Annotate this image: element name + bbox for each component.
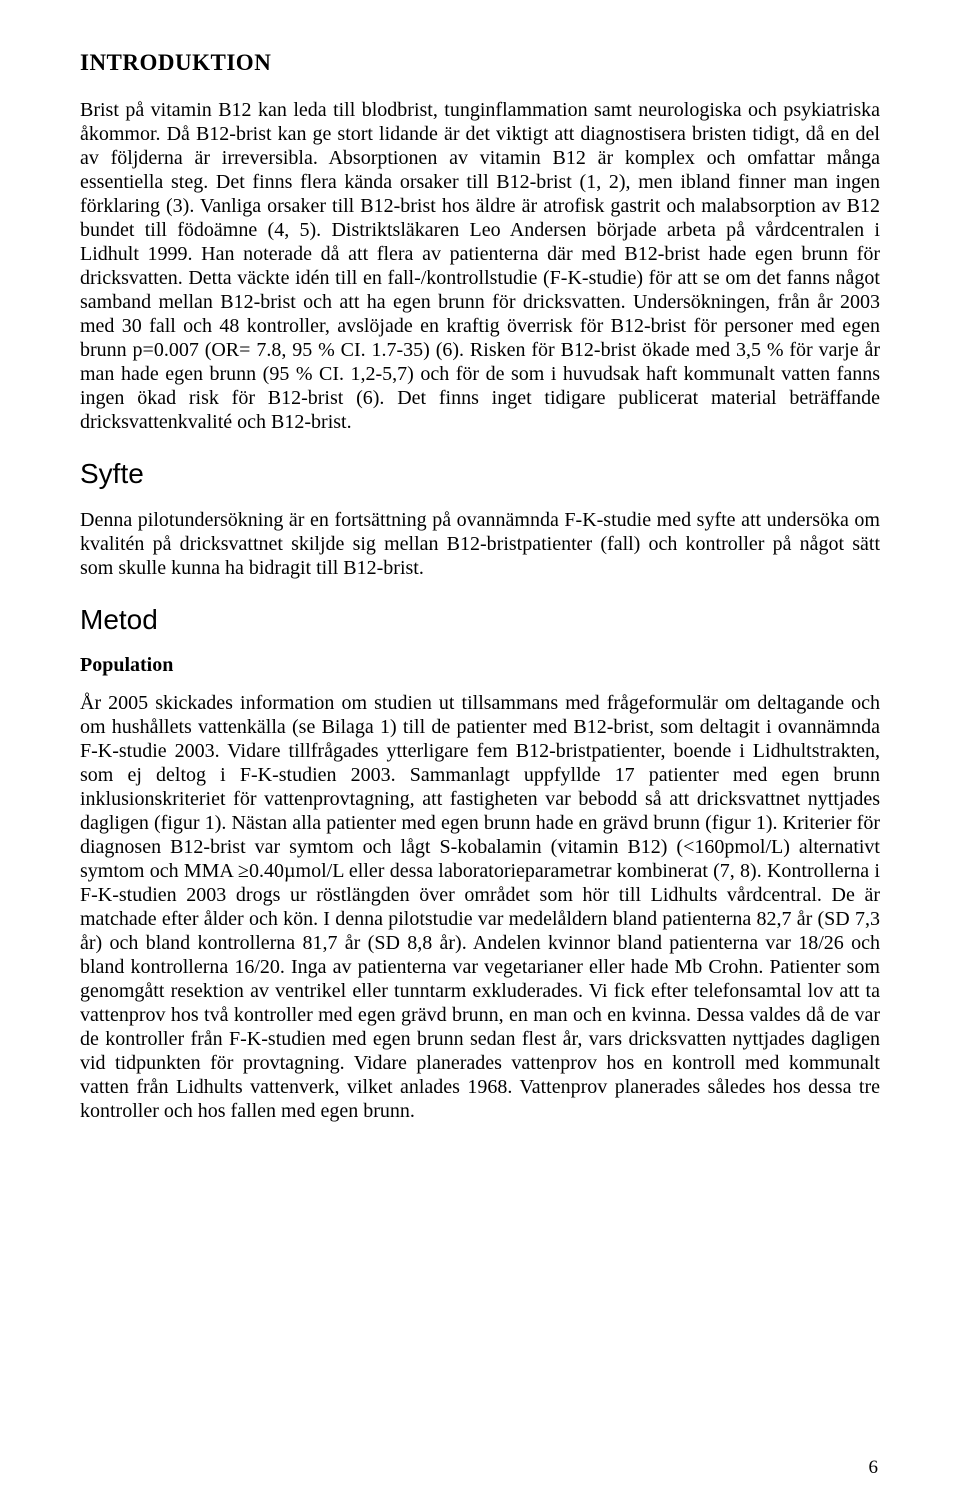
document-page: INTRODUKTION Brist på vitamin B12 kan le…: [0, 0, 960, 1509]
paragraph-introduction: Brist på vitamin B12 kan leda till blodb…: [80, 98, 880, 434]
subheading-population: Population: [80, 654, 880, 677]
paragraph-population: År 2005 skickades information om studien…: [80, 691, 880, 1123]
page-number: 6: [869, 1457, 879, 1479]
heading-syfte: Syfte: [80, 458, 880, 490]
heading-metod: Metod: [80, 604, 880, 636]
heading-introduction: INTRODUKTION: [80, 50, 880, 76]
paragraph-syfte: Denna pilotundersökning är en fortsättni…: [80, 508, 880, 580]
